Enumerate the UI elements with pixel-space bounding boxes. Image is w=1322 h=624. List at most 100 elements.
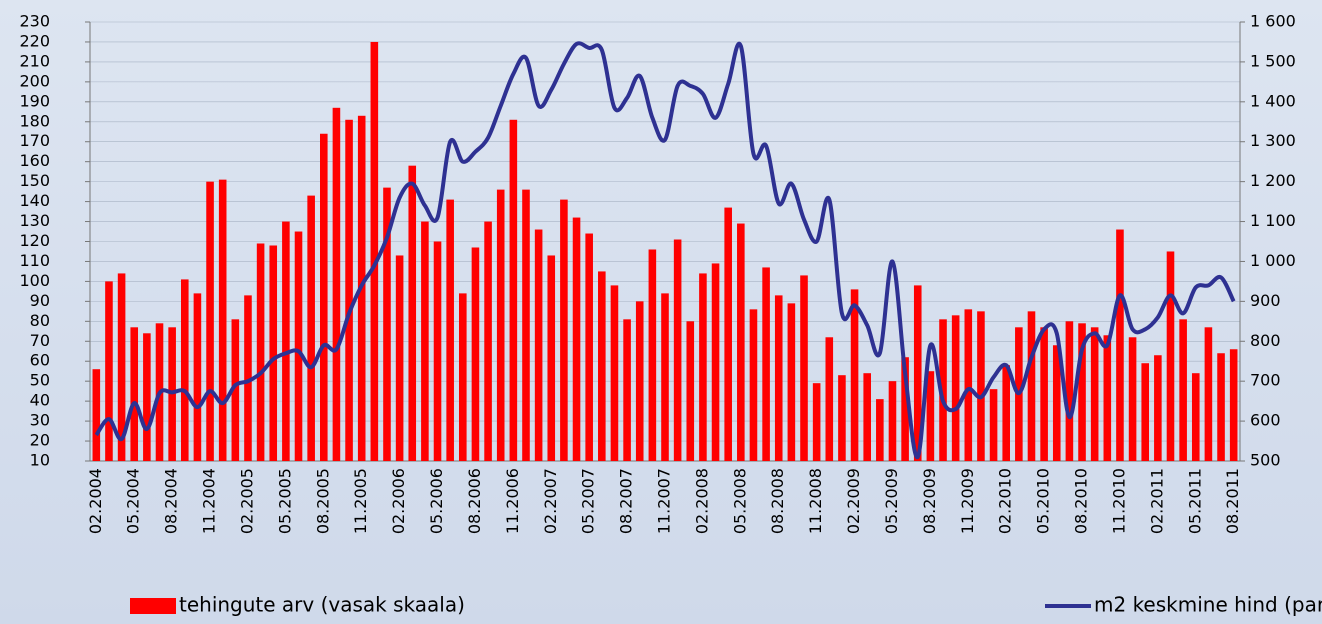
bar: [661, 293, 669, 461]
bar: [1027, 311, 1036, 461]
bar: [320, 133, 328, 461]
x-tick-label: 05.2004: [124, 468, 143, 534]
bar: [307, 195, 315, 461]
y2-tick-label: 1 300: [1250, 131, 1296, 150]
bar: [989, 389, 998, 461]
bar: [1166, 251, 1175, 461]
bar: [143, 333, 151, 461]
bar: [964, 309, 973, 461]
bar: [370, 41, 379, 462]
bar: [737, 223, 745, 461]
bar: [1103, 335, 1112, 461]
bar: [471, 247, 480, 461]
bar: [699, 273, 707, 461]
x-tick-label: 11.2010: [1109, 468, 1128, 534]
y-tick-label: 50: [30, 371, 50, 390]
x-tick-label: 05.2006: [427, 468, 446, 534]
y-tick-label: 180: [19, 111, 50, 130]
x-tick-label: 02.2008: [692, 468, 711, 534]
bar: [863, 373, 871, 461]
y-tick-label: 220: [19, 31, 50, 50]
bar: [572, 217, 581, 461]
y-tick-label: 210: [19, 51, 50, 70]
bar: [1116, 229, 1124, 461]
bar: [193, 293, 202, 461]
bar: [635, 301, 644, 461]
bar: [421, 221, 429, 461]
legend-label: tehingute arv (vasak skaala): [179, 593, 465, 617]
x-tick-label: 02.2007: [541, 468, 560, 534]
bar: [1141, 363, 1150, 461]
bar: [812, 383, 821, 461]
x-tick-label: 05.2008: [730, 468, 749, 534]
bar: [1217, 353, 1225, 461]
bar: [1002, 365, 1010, 461]
bar: [496, 189, 505, 462]
x-tick-label: 05.2009: [882, 468, 901, 534]
bar: [117, 273, 126, 461]
x-tick-label: 08.2011: [1223, 468, 1242, 534]
x-tick-label: 02.2006: [389, 468, 408, 534]
bar: [218, 179, 227, 461]
y-tick-label: 10: [30, 451, 50, 470]
y-tick-label: 40: [30, 391, 50, 410]
y-tick-label: 80: [30, 311, 50, 330]
bar: [711, 263, 720, 461]
bar: [560, 199, 568, 461]
bar: [749, 309, 758, 461]
bar: [433, 241, 442, 461]
bar: [926, 371, 935, 461]
bar: [105, 281, 113, 461]
y2-tick-label: 800: [1250, 331, 1281, 350]
y-tick-label: 160: [19, 151, 50, 170]
bar: [547, 255, 556, 461]
bar: [623, 319, 631, 461]
bar: [1052, 345, 1061, 461]
bar: [1191, 373, 1200, 461]
bar: [1179, 319, 1187, 461]
bar: [484, 221, 492, 461]
bar: [913, 285, 922, 461]
y2-tick-label: 600: [1250, 411, 1281, 430]
bar: [598, 271, 606, 461]
bar: [395, 255, 404, 461]
y2-tick-label: 1 400: [1250, 91, 1296, 110]
x-tick-label: 02.2005: [237, 468, 256, 534]
legend-swatch: [130, 598, 176, 614]
bar: [446, 199, 454, 461]
x-tick-label: 05.2007: [579, 468, 598, 534]
x-tick-label: 08.2007: [617, 468, 636, 534]
bar: [206, 181, 214, 462]
y-tick-label: 110: [19, 251, 50, 270]
y-tick-label: 90: [30, 291, 50, 310]
bar: [92, 369, 101, 461]
y-tick-label: 190: [19, 91, 50, 110]
x-tick-label: 02.2011: [1147, 468, 1166, 534]
y-tick-label: 200: [19, 71, 50, 90]
x-tick-label: 05.2010: [1034, 468, 1053, 534]
x-tick-label: 11.2004: [200, 468, 219, 534]
x-tick-label: 08.2006: [465, 468, 484, 534]
bar: [244, 295, 252, 461]
bar: [231, 319, 240, 461]
bar: [256, 243, 265, 461]
bar: [724, 207, 732, 461]
bar: [1040, 327, 1048, 461]
y2-tick-label: 1 500: [1250, 51, 1296, 70]
bar: [585, 233, 593, 461]
bar: [1229, 349, 1238, 461]
bar: [130, 327, 139, 461]
x-tick-label: 11.2006: [503, 468, 522, 534]
bar: [1078, 323, 1086, 461]
bar: [1204, 327, 1213, 461]
y2-tick-label: 1 000: [1250, 251, 1296, 270]
bar: [509, 119, 518, 461]
bar: [787, 303, 796, 461]
y2-tick-label: 1 600: [1250, 12, 1296, 31]
bar: [939, 319, 947, 461]
bar: [1154, 355, 1162, 461]
bar: [774, 295, 783, 461]
legend-label: m2 keskmine hind (parem skaala): [1094, 593, 1322, 617]
bar: [1065, 321, 1074, 461]
bar: [977, 311, 985, 461]
